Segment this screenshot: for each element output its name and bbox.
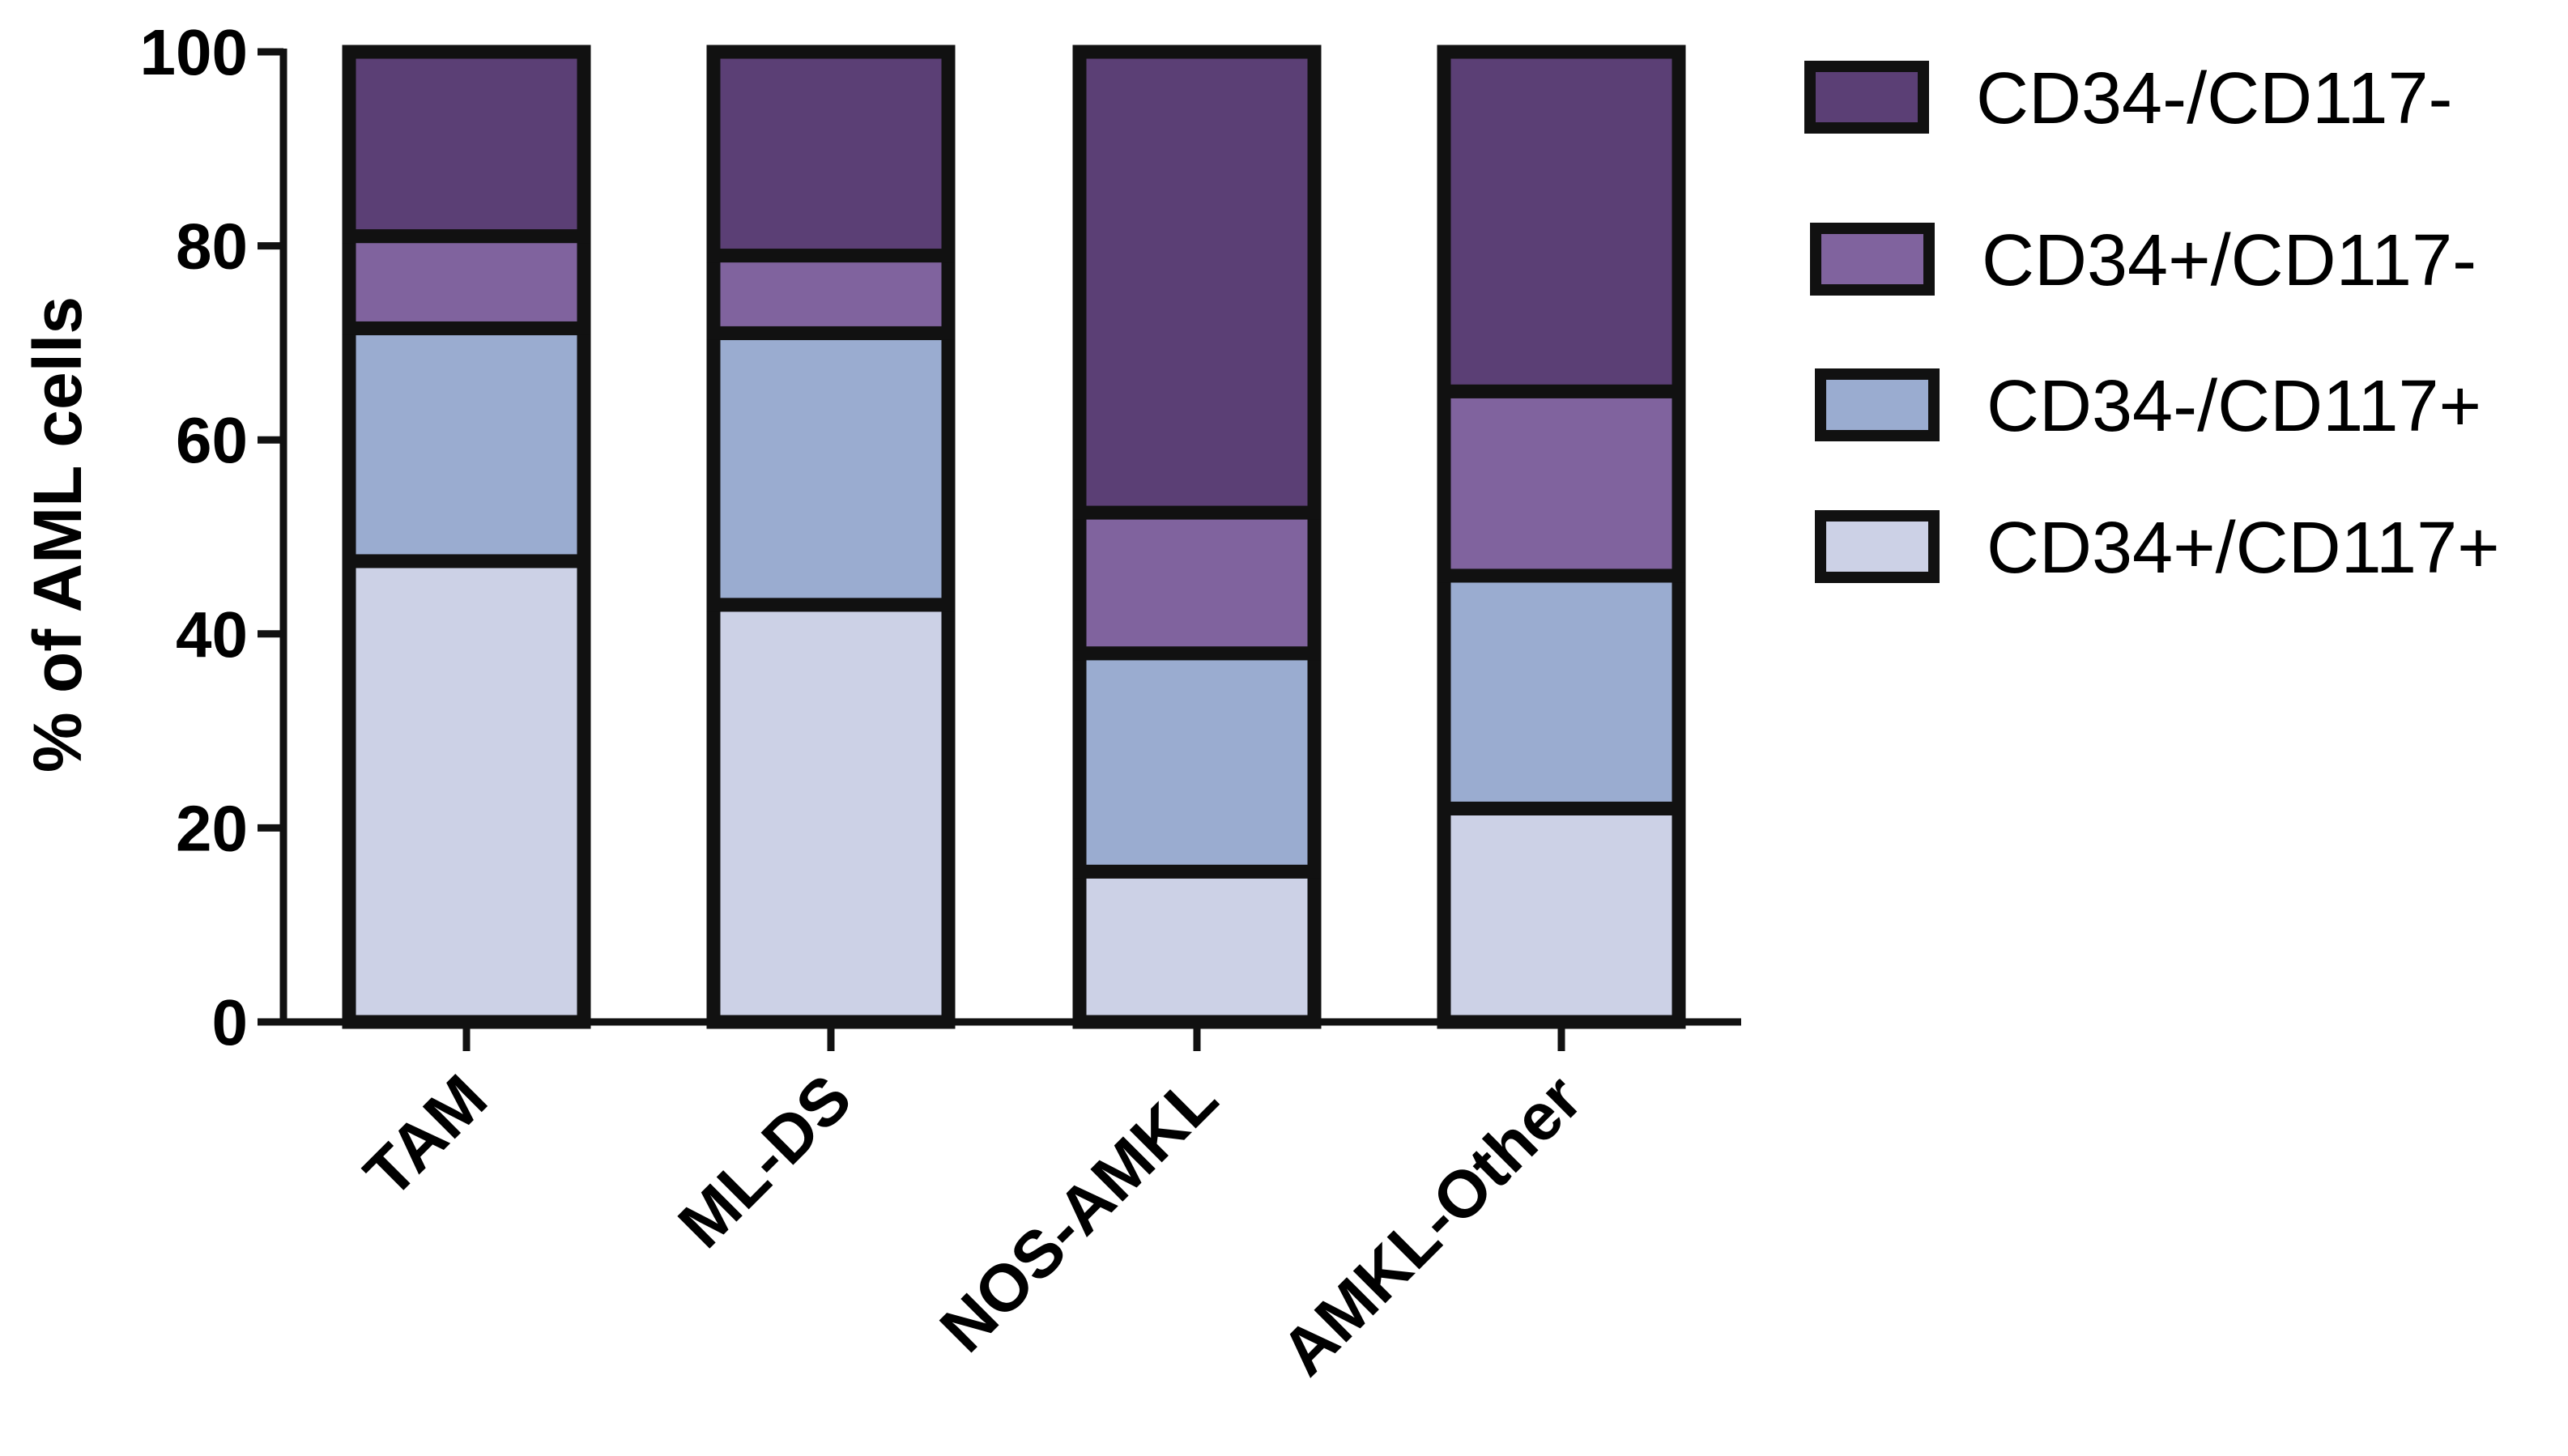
legend-swatch-cd34neg-cd117neg	[1804, 61, 1929, 134]
y-tick-label-0: 0	[212, 986, 249, 1058]
bar-tam-cd34neg-cd117neg	[342, 45, 591, 244]
category-label-tam: TAM	[351, 1061, 501, 1211]
y-tick-label-60: 60	[176, 404, 248, 476]
y-axis-title: % of AML cells	[19, 296, 96, 773]
legend-label-cd34neg-cd117neg: CD34-/CD117-	[1976, 58, 2453, 139]
bar-amklnegother-cd34neg-cd117pos	[1437, 568, 1686, 815]
legend-label-cd34pos-cd117neg: CD34+/CD117-	[1982, 220, 2476, 301]
legend: CD34-/CD117- CD34+/CD117- CD34-/CD117+ CD34…	[1804, 58, 2500, 589]
bar-mlnegds-cd34neg-cd117neg	[706, 45, 956, 263]
bar-mlnegds-cd34pos-cd117neg	[706, 249, 956, 340]
bar-tam-cd34pos-cd117neg	[342, 229, 591, 335]
bar-nosnegamkl-cd34pos-cd117pos	[1072, 864, 1322, 1029]
category-label-amklnegother: AMKL-Other	[1267, 1061, 1596, 1390]
y-tick-label-80: 80	[176, 211, 248, 283]
bars-layer	[342, 45, 1686, 1029]
bar-mlnegds-cd34neg-cd117pos	[706, 326, 956, 612]
legend-swatch-cd34pos-cd117neg	[1810, 223, 1935, 296]
legend-label-cd34pos-cd117pos: CD34+/CD117+	[1987, 508, 2500, 589]
bar-amklnegother-cd34pos-cd117pos	[1437, 801, 1686, 1029]
legend-label-cd34neg-cd117pos: CD34-/CD117+	[1987, 366, 2481, 447]
bar-amklnegother-cd34neg-cd117neg	[1437, 45, 1686, 398]
category-label-nosnegamkl: NOS-AMKL	[926, 1061, 1232, 1366]
y-tick-label-40: 40	[176, 598, 248, 671]
bar-nosnegamkl-cd34neg-cd117neg	[1072, 45, 1322, 520]
legend-swatch-cd34pos-cd117pos	[1815, 510, 1940, 583]
category-label-mlnegds: ML-DS	[665, 1061, 866, 1262]
y-tick-label-20: 20	[176, 792, 248, 864]
bar-amklnegother-cd34pos-cd117neg	[1437, 384, 1686, 583]
bar-nosnegamkl-cd34neg-cd117pos	[1072, 646, 1322, 879]
legend-swatch-cd34neg-cd117pos	[1815, 368, 1940, 441]
bar-nosnegamkl-cd34pos-cd117neg	[1072, 505, 1322, 661]
y-tick-label-100: 100	[140, 16, 248, 88]
bar-tam-cd34neg-cd117pos	[342, 321, 591, 568]
bar-tam-cd34pos-cd117pos	[342, 554, 591, 1029]
bar-mlnegds-cd34pos-cd117pos	[706, 598, 956, 1029]
